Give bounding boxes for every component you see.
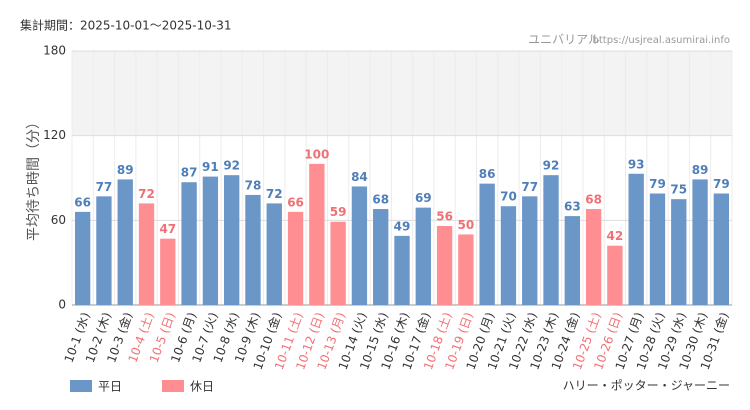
y-tick-label: 180 — [43, 44, 66, 58]
legend-label: 平日 — [98, 380, 122, 394]
bar — [266, 203, 282, 305]
bar — [436, 225, 453, 305]
value-label: 72 — [138, 187, 155, 201]
y-axis-label: 平均待ち時間（分） — [26, 115, 42, 241]
value-label: 75 — [670, 183, 687, 197]
bar — [373, 209, 389, 305]
chart-title: ハリー・ポッター・ジャーニー — [563, 379, 730, 393]
value-label: 49 — [394, 219, 411, 233]
bar — [117, 179, 133, 305]
value-label: 100 — [304, 147, 329, 161]
bar — [138, 203, 155, 305]
y-tick-label: 120 — [43, 128, 66, 142]
bar — [330, 221, 346, 305]
value-label: 68 — [372, 193, 389, 207]
value-label: 59 — [330, 205, 347, 219]
bar — [415, 207, 431, 305]
bar — [351, 186, 368, 305]
bar — [74, 211, 91, 305]
legend-swatch — [162, 380, 184, 392]
plot-band — [72, 51, 732, 136]
value-label: 79 — [649, 177, 666, 191]
source: ユニバリアル — [528, 33, 600, 47]
y-tick-label: 60 — [51, 213, 66, 227]
value-label: 84 — [351, 170, 368, 184]
bar — [500, 206, 517, 305]
y-tick-label: 0 — [58, 298, 66, 312]
bar — [649, 193, 666, 305]
legend-swatch — [70, 380, 92, 392]
value-label: 56 — [436, 209, 453, 223]
value-label: 86 — [479, 167, 496, 181]
bar — [202, 176, 219, 305]
bar — [671, 199, 687, 305]
value-label: 72 — [266, 187, 283, 201]
source-url: https://usjreal.asumirai.info — [593, 35, 730, 46]
bar — [394, 235, 410, 305]
value-label: 69 — [415, 191, 432, 205]
value-label: 42 — [607, 229, 624, 243]
value-label: 68 — [585, 193, 602, 207]
value-label: 93 — [628, 157, 645, 171]
bar — [564, 216, 580, 305]
bar — [458, 234, 474, 305]
bar — [628, 173, 644, 305]
value-label: 77 — [521, 180, 538, 194]
value-label: 77 — [96, 180, 113, 194]
value-label: 89 — [117, 163, 134, 177]
value-label: 92 — [543, 159, 560, 173]
value-label: 66 — [287, 195, 304, 209]
bar — [479, 183, 495, 305]
bar — [713, 193, 730, 305]
legend-label: 休日 — [190, 380, 214, 394]
bar — [543, 175, 559, 305]
value-label: 63 — [564, 200, 581, 214]
value-label: 91 — [202, 160, 219, 174]
bar — [96, 196, 112, 305]
value-label: 50 — [458, 218, 475, 232]
value-label: 70 — [500, 190, 517, 204]
value-label: 47 — [159, 222, 176, 236]
bar — [245, 194, 261, 305]
bar — [522, 196, 538, 305]
value-label: 79 — [713, 177, 730, 191]
value-label: 87 — [181, 166, 198, 180]
value-label: 78 — [245, 178, 262, 192]
bar — [309, 163, 325, 305]
bar — [692, 179, 708, 305]
bar — [607, 245, 623, 305]
value-label: 89 — [692, 163, 709, 177]
value-label: 66 — [74, 195, 91, 209]
bar — [160, 238, 176, 305]
bar — [224, 175, 240, 305]
bar — [181, 182, 197, 305]
subtitle: 集計期間：2025-10-01～2025-10-31 — [20, 18, 231, 33]
bar — [287, 211, 304, 305]
value-label: 92 — [223, 159, 240, 173]
bar — [585, 209, 602, 305]
